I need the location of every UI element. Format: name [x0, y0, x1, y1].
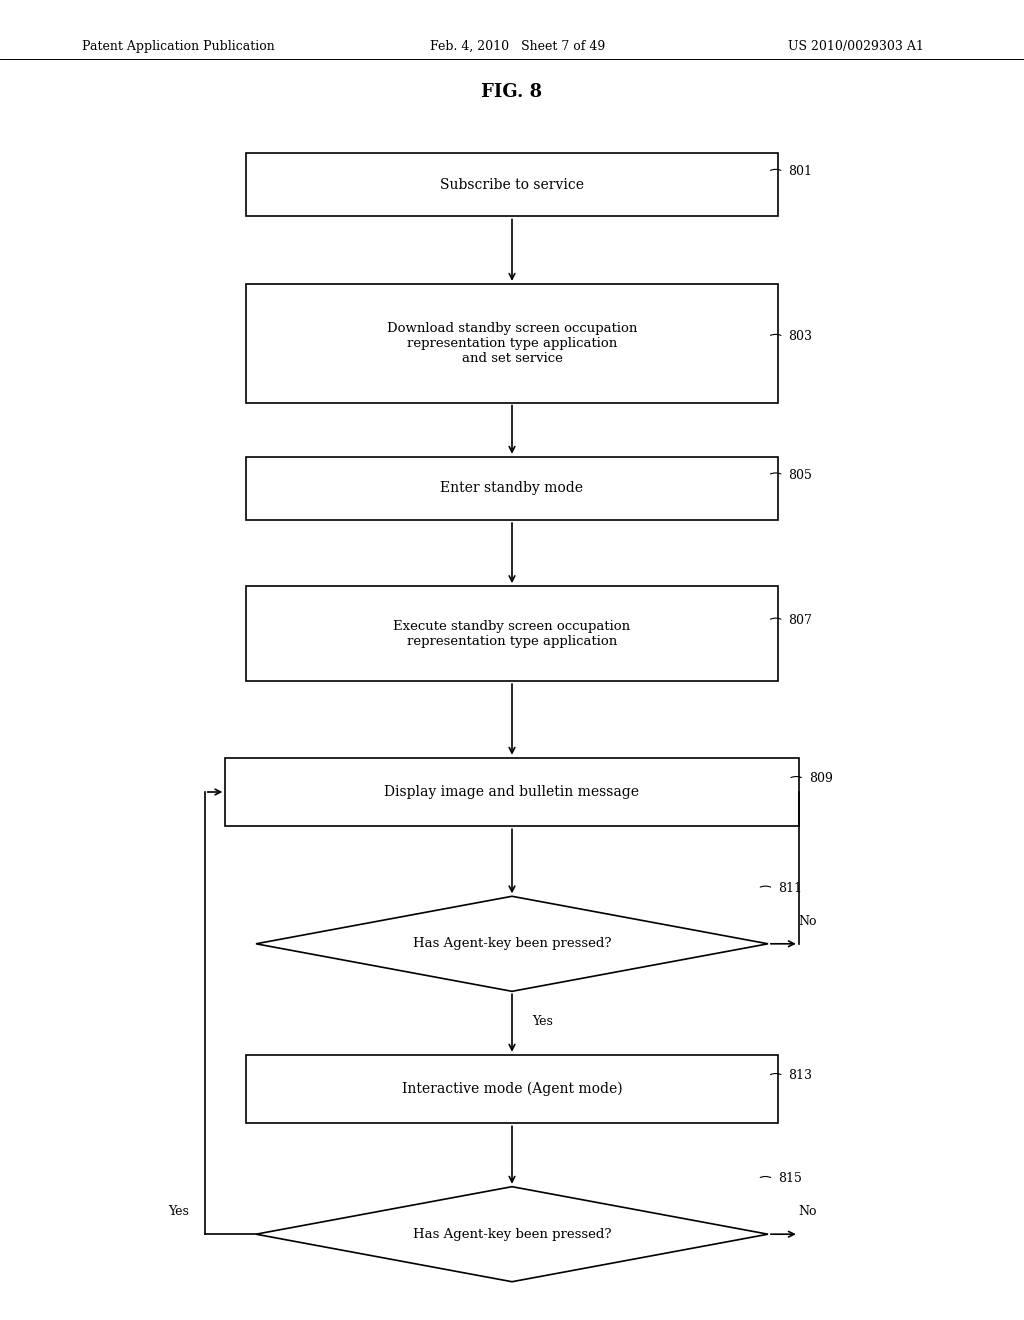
FancyBboxPatch shape: [246, 153, 778, 216]
Text: 801: 801: [788, 165, 812, 178]
Text: Has Agent-key been pressed?: Has Agent-key been pressed?: [413, 937, 611, 950]
Text: 811: 811: [778, 882, 802, 895]
Text: 807: 807: [788, 614, 812, 627]
Text: FIG. 8: FIG. 8: [481, 83, 543, 102]
Text: Subscribe to service: Subscribe to service: [440, 178, 584, 191]
Text: Interactive mode (Agent mode): Interactive mode (Agent mode): [401, 1082, 623, 1096]
Text: 805: 805: [788, 469, 812, 482]
Text: 813: 813: [788, 1069, 812, 1082]
FancyBboxPatch shape: [246, 586, 778, 681]
FancyBboxPatch shape: [225, 758, 799, 826]
Text: Yes: Yes: [169, 1205, 189, 1218]
Text: Yes: Yes: [532, 1015, 553, 1028]
Polygon shape: [256, 1187, 768, 1282]
Text: No: No: [799, 1205, 817, 1218]
Text: Feb. 4, 2010   Sheet 7 of 49: Feb. 4, 2010 Sheet 7 of 49: [430, 40, 605, 53]
Text: 809: 809: [809, 772, 833, 785]
FancyBboxPatch shape: [246, 457, 778, 520]
Text: Display image and bulletin message: Display image and bulletin message: [384, 785, 640, 799]
Text: No: No: [799, 915, 817, 928]
FancyBboxPatch shape: [246, 1055, 778, 1123]
Polygon shape: [256, 896, 768, 991]
Text: Enter standby mode: Enter standby mode: [440, 482, 584, 495]
Text: Patent Application Publication: Patent Application Publication: [82, 40, 274, 53]
Text: 815: 815: [778, 1172, 802, 1185]
Text: Download standby screen occupation
representation type application
and set servi: Download standby screen occupation repre…: [387, 322, 637, 364]
FancyBboxPatch shape: [246, 284, 778, 403]
Text: 803: 803: [788, 330, 812, 343]
Text: Execute standby screen occupation
representation type application: Execute standby screen occupation repres…: [393, 619, 631, 648]
Text: US 2010/0029303 A1: US 2010/0029303 A1: [788, 40, 925, 53]
Text: Has Agent-key been pressed?: Has Agent-key been pressed?: [413, 1228, 611, 1241]
